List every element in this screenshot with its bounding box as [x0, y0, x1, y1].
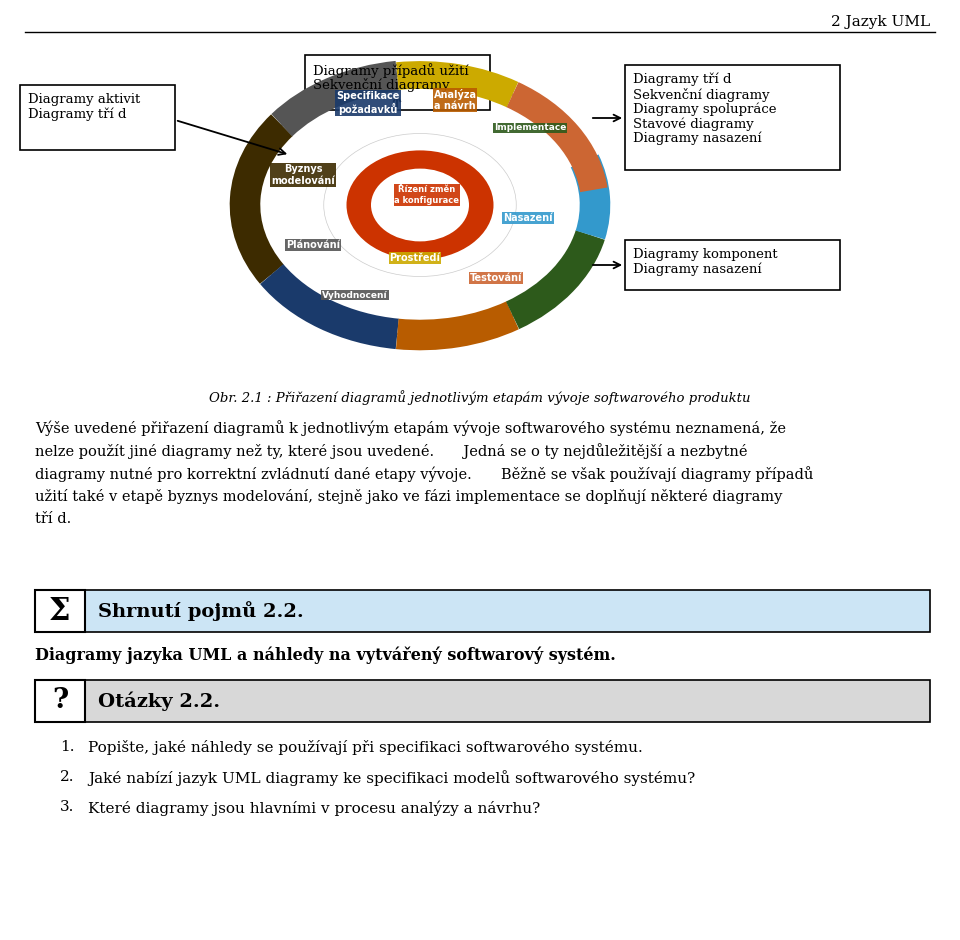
Text: Sekvenční diagramy: Sekvenční diagramy [633, 87, 770, 102]
Text: Σ: Σ [49, 596, 71, 626]
Text: Popište, jaké náhledy se používají při specifikaci softwarového systému.: Popište, jaké náhledy se používají při s… [88, 740, 643, 755]
Text: tří d.: tří d. [35, 512, 71, 526]
Text: Diagramy aktivit: Diagramy aktivit [28, 93, 140, 106]
FancyBboxPatch shape [625, 240, 840, 290]
Text: ?: ? [52, 687, 68, 714]
Text: Diagramy tří d: Diagramy tří d [28, 108, 127, 121]
Text: Diagramy jazyka UML a náhledy na vytvářený softwarový systém.: Diagramy jazyka UML a náhledy na vytváře… [35, 646, 615, 664]
Text: 1.: 1. [60, 740, 75, 754]
Text: Testování: Testování [469, 273, 522, 283]
Text: nelze použít jiné diagramy než ty, které jsou uvedené.  Jedná se o ty nejdůležit: nelze použít jiné diagramy než ty, které… [35, 443, 748, 459]
Text: 2.: 2. [60, 770, 75, 784]
Ellipse shape [347, 150, 493, 259]
Text: Implementace: Implementace [493, 123, 566, 133]
Text: Výše uvedené přiřazení diagramů k jednotlivým etapám vývoje softwarového systému: Výše uvedené přiřazení diagramů k jednot… [35, 420, 786, 436]
Text: Otázky 2.2.: Otázky 2.2. [98, 691, 220, 711]
Text: Jaké nabízí jazyk UML diagramy ke specifikaci modelů softwarového systému?: Jaké nabízí jazyk UML diagramy ke specif… [88, 770, 695, 786]
FancyBboxPatch shape [35, 680, 85, 722]
FancyBboxPatch shape [625, 65, 840, 170]
Text: Analýza
a návrh: Analýza a návrh [434, 88, 476, 111]
Ellipse shape [324, 133, 516, 276]
Text: Prostředí: Prostředí [390, 253, 441, 263]
FancyBboxPatch shape [35, 680, 930, 722]
FancyBboxPatch shape [35, 590, 85, 632]
FancyBboxPatch shape [35, 590, 930, 632]
Text: Řízení změn
a konfigurace: Řízení změn a konfigurace [395, 185, 460, 205]
Text: 2 Jazyk UML: 2 Jazyk UML [830, 15, 930, 29]
Text: Diagramy nasazení: Diagramy nasazení [633, 262, 761, 276]
Text: Obr. 2.1 : Přiřazení diagramů jednotlivým etapám vývoje softwarového produktu: Obr. 2.1 : Přiřazení diagramů jednotlivý… [209, 390, 751, 405]
Text: Shrnutí pojmů 2.2.: Shrnutí pojmů 2.2. [98, 601, 303, 621]
Text: Diagramy tří d: Diagramy tří d [633, 73, 732, 86]
Text: Stavové diagramy: Stavové diagramy [633, 118, 754, 131]
FancyBboxPatch shape [305, 55, 490, 110]
Text: Nasazení: Nasazení [503, 213, 553, 223]
Text: Diagramy nasazení: Diagramy nasazení [633, 132, 761, 146]
Text: Diagramy případů užití: Diagramy případů užití [313, 63, 468, 78]
Text: 3.: 3. [60, 800, 74, 814]
Ellipse shape [371, 168, 469, 242]
Text: Specifikace
požadavků: Specifikace požadavků [336, 91, 399, 115]
Text: Plánování: Plánování [286, 240, 340, 250]
FancyBboxPatch shape [20, 85, 175, 150]
Text: Které diagramy jsou hlavními v procesu analýzy a návrhu?: Které diagramy jsou hlavními v procesu a… [88, 800, 540, 816]
Text: diagramy nutné pro korrektní zvládnutí dané etapy vývoje.  Běžně se však používa: diagramy nutné pro korrektní zvládnutí d… [35, 466, 813, 482]
Text: užití také v etapě byznys modelování, stejně jako ve fázi implementace se doplňu: užití také v etapě byznys modelování, st… [35, 489, 782, 504]
Text: Byznys
modelování: Byznys modelování [271, 164, 335, 186]
Text: Vyhodnocení: Vyhodnocení [323, 290, 388, 300]
Text: Diagramy spolupráce: Diagramy spolupráce [633, 102, 777, 116]
Text: Sekvenční diagramy: Sekvenční diagramy [313, 78, 449, 92]
Text: Diagramy komponent: Diagramy komponent [633, 248, 778, 261]
